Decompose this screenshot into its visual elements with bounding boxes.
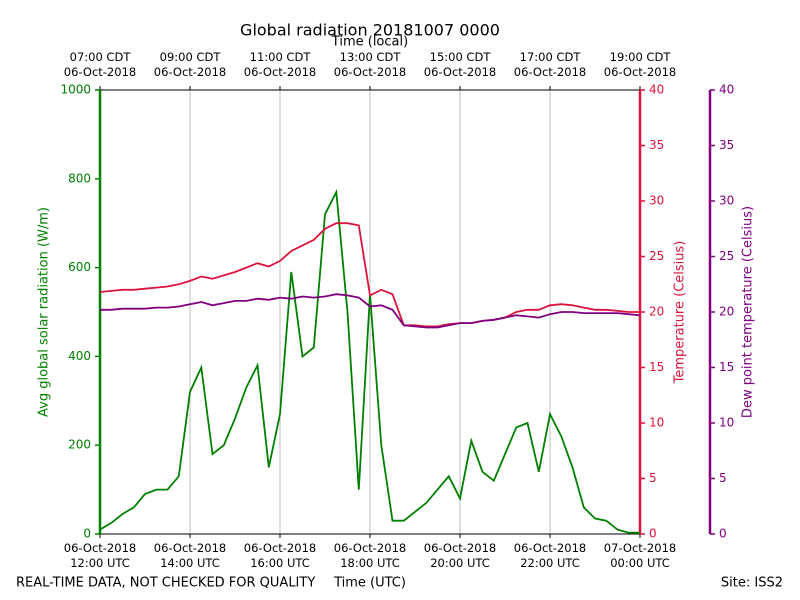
- x2-tick-label: 19:00 CDT 06-Oct-2018: [603, 50, 677, 79]
- y3-tick-label: 40: [719, 83, 734, 97]
- y2-tick-label: 30: [649, 194, 664, 208]
- y3-tick-label: 0: [719, 527, 727, 541]
- y3-axis-label: Dew point temperature (Celsius): [741, 206, 756, 418]
- series-line: [99, 222, 640, 328]
- x2-tick-label: 07:00 CDT 06-Oct-2018: [63, 50, 137, 79]
- x2-tick-label: 09:00 CDT 06-Oct-2018: [153, 50, 227, 79]
- y3-tick-label: 20: [719, 305, 734, 319]
- site-label: Site: ISS2: [721, 576, 783, 591]
- x-tick-label: 06-Oct-2018 16:00 UTC: [243, 541, 317, 570]
- y2-tick-label: 20: [649, 305, 664, 319]
- x-tick-label: 06-Oct-2018 12:00 UTC: [63, 541, 137, 570]
- y2-tick-label: 15: [649, 360, 664, 374]
- y3-tick-label: 30: [719, 194, 734, 208]
- y-tick-label: 0: [83, 527, 91, 541]
- x-tick-label: 06-Oct-2018 22:00 UTC: [513, 541, 587, 570]
- y3-tick-label: 10: [719, 416, 734, 430]
- x-tick-label: 06-Oct-2018 18:00 UTC: [333, 541, 407, 570]
- x2-axis-label: Time (local): [331, 35, 408, 50]
- y-axis-label: Avg global solar radiation (W/m): [37, 207, 52, 417]
- y-tick-label: 600: [68, 260, 91, 274]
- y2-tick-label: 40: [649, 83, 664, 97]
- y-tick-label: 200: [68, 438, 91, 452]
- y3-tick-label: 15: [719, 360, 734, 374]
- y2-tick-label: 25: [649, 249, 664, 263]
- x-axis-label: Time (UTC): [333, 576, 406, 591]
- x2-tick-label: 11:00 CDT 06-Oct-2018: [243, 50, 317, 79]
- y2-axis-label: Temperature (Celsius): [673, 241, 688, 385]
- series-line: [100, 293, 641, 329]
- x-tick-label: 06-Oct-2018 20:00 UTC: [423, 541, 497, 570]
- y-tick-label: 800: [68, 171, 91, 185]
- y2-tick-label: 5: [649, 471, 657, 485]
- x2-tick-label: 15:00 CDT 06-Oct-2018: [423, 50, 497, 79]
- y3-tick-label: 35: [719, 138, 734, 152]
- chart-title: Global radiation 20181007 0000: [240, 21, 500, 40]
- footnote: REAL-TIME DATA, NOT CHECKED FOR QUALITY: [16, 576, 315, 591]
- y2-tick-label: 35: [649, 138, 664, 152]
- y3-tick-label: 5: [719, 471, 727, 485]
- y-tick-label: 1000: [60, 83, 91, 97]
- x2-tick-label: 17:00 CDT 06-Oct-2018: [513, 50, 587, 79]
- y2-tick-label: 0: [649, 527, 657, 541]
- y-tick-label: 400: [68, 349, 91, 363]
- x-tick-label: 07-Oct-2018 00:00 UTC: [603, 541, 677, 570]
- x2-tick-label: 13:00 CDT 06-Oct-2018: [333, 50, 407, 79]
- x-tick-label: 06-Oct-2018 14:00 UTC: [153, 541, 227, 570]
- y2-tick-label: 10: [649, 416, 664, 430]
- y3-tick-label: 25: [719, 249, 734, 263]
